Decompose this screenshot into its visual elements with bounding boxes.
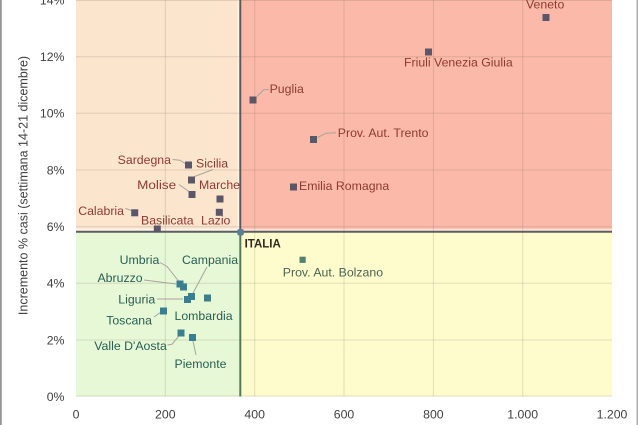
svg-text:Campania: Campania xyxy=(182,253,238,267)
svg-text:12%: 12% xyxy=(40,50,65,64)
svg-text:Lazio: Lazio xyxy=(201,214,231,228)
svg-text:Emilia Romagna: Emilia Romagna xyxy=(299,179,389,193)
svg-text:ITALIA: ITALIA xyxy=(245,238,281,250)
svg-text:Prov. Aut. Bolzano: Prov. Aut. Bolzano xyxy=(283,265,383,279)
svg-text:Friuli Venezia Giulia: Friuli Venezia Giulia xyxy=(404,55,513,69)
svg-text:Valle D'Aosta: Valle D'Aosta xyxy=(94,339,167,353)
svg-text:Puglia: Puglia xyxy=(270,82,304,96)
svg-text:400: 400 xyxy=(244,408,265,422)
svg-text:Incremento % casi (settimana 1: Incremento % casi (settimana 14-21 dicem… xyxy=(16,56,30,315)
svg-text:200: 200 xyxy=(155,408,176,422)
svg-text:8%: 8% xyxy=(47,163,65,177)
svg-text:1.000: 1.000 xyxy=(507,408,538,422)
svg-text:Umbria: Umbria xyxy=(120,253,160,267)
svg-text:Abruzzo: Abruzzo xyxy=(97,271,142,285)
svg-text:Lombardia: Lombardia xyxy=(175,309,233,323)
svg-text:Piemonte: Piemonte xyxy=(175,357,227,371)
svg-text:Liguria: Liguria xyxy=(118,292,155,306)
svg-text:1.200: 1.200 xyxy=(597,408,628,422)
svg-text:Sicilia: Sicilia xyxy=(196,156,228,170)
svg-text:Sardegna: Sardegna xyxy=(118,153,171,167)
svg-text:Toscana: Toscana xyxy=(106,313,152,327)
svg-text:800: 800 xyxy=(423,408,444,422)
svg-text:Calabria: Calabria xyxy=(78,204,124,218)
svg-text:Molise: Molise xyxy=(137,178,176,192)
svg-text:10%: 10% xyxy=(40,107,65,121)
svg-text:Veneto: Veneto xyxy=(526,0,564,11)
svg-text:Basilicata: Basilicata xyxy=(141,214,194,228)
svg-text:600: 600 xyxy=(334,408,355,422)
svg-text:14%: 14% xyxy=(40,0,65,7)
svg-text:Prov. Aut. Trento: Prov. Aut. Trento xyxy=(338,126,429,140)
svg-text:0: 0 xyxy=(73,408,80,422)
svg-text:0%: 0% xyxy=(47,390,65,404)
svg-text:4%: 4% xyxy=(47,277,65,291)
svg-text:6%: 6% xyxy=(47,220,65,234)
svg-text:2%: 2% xyxy=(47,333,65,347)
svg-text:Marche: Marche xyxy=(199,178,240,192)
